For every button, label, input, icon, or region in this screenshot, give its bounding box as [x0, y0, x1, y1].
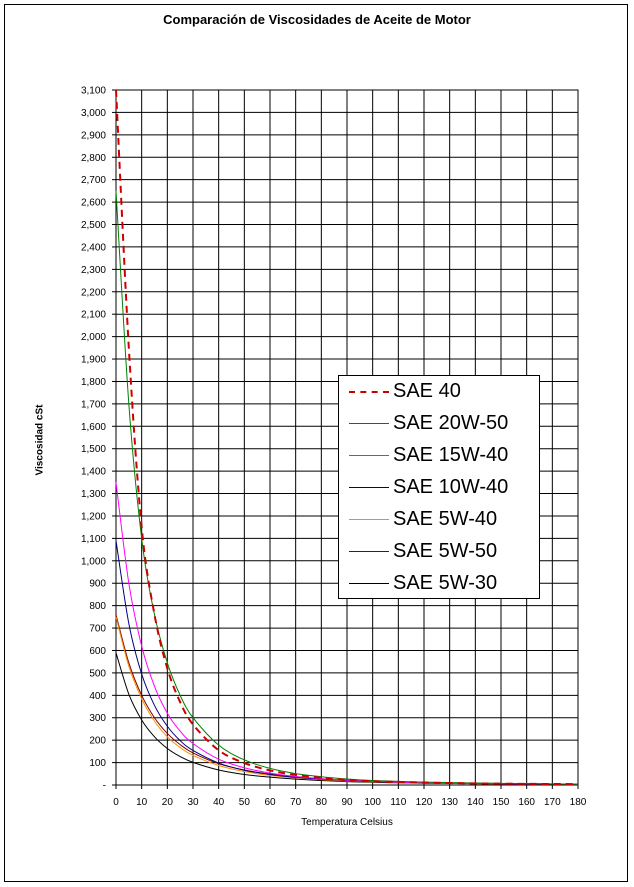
x-tick-label: 120: [416, 797, 433, 808]
legend: SAE 40 SAE 20W-50 SAE 15W-40 SAE 10W-40 SAE …: [338, 375, 540, 599]
y-tick-label: 600: [89, 646, 106, 657]
series-line-sae-40: [115, 89, 579, 786]
y-tick-label: 100: [89, 758, 106, 769]
x-tick-label: 150: [493, 797, 510, 808]
legend-swatch: [349, 487, 389, 488]
legend-label: SAE 5W-30: [393, 572, 498, 594]
y-tick-label: 2,400: [81, 242, 106, 253]
y-tick-label: 2,600: [81, 198, 106, 209]
y-tick-label: 1,200: [81, 511, 106, 522]
y-tick-label: 1,000: [81, 556, 106, 567]
x-tick-label: 110: [390, 797, 406, 808]
x-tick-label: 40: [213, 797, 225, 808]
x-axis-label: Temperatura Celsius: [301, 817, 393, 828]
y-tick-label: 2,100: [81, 310, 106, 321]
x-tick-label: 0: [113, 797, 119, 808]
x-tick-label: 90: [341, 797, 353, 808]
x-tick-label: 180: [570, 797, 587, 808]
y-tick-label: 1,600: [81, 422, 106, 433]
legend-swatch: [349, 455, 389, 456]
y-tick-label: 800: [89, 601, 106, 612]
legend-swatch: [349, 583, 389, 584]
legend-swatch: [349, 423, 389, 424]
legend-item-sae-20w-50: SAE 20W-50: [339, 408, 539, 440]
x-tick-label: 140: [467, 797, 484, 808]
y-tick-label: 2,700: [81, 175, 106, 186]
y-tick-labels: - 100 200 300 400 500 600 700 800 900 1,000 1,100 1,…: [81, 86, 106, 792]
legend-item-sae-5w-50: SAE 5W-50: [339, 536, 539, 568]
y-tick-label: 1,300: [81, 489, 106, 500]
y-tick-label: 500: [89, 668, 106, 679]
x-tick-label: 30: [187, 797, 199, 808]
legend-swatch: [349, 551, 389, 552]
y-tick-label: 3,100: [81, 86, 106, 97]
x-tick-label: 160: [518, 797, 535, 808]
y-tick-label: 2,800: [81, 153, 106, 164]
legend-label: SAE 40: [393, 380, 461, 402]
y-tick-label: 900: [89, 579, 106, 590]
x-tick-label: 130: [441, 797, 458, 808]
legend-swatch: [349, 391, 389, 393]
x-tick-label: 100: [364, 797, 381, 808]
legend-item-sae-15w-40: SAE 15W-40: [339, 440, 539, 472]
legend-label: SAE 5W-50: [393, 540, 498, 562]
y-tick-label: 1,800: [81, 377, 106, 388]
legend-item-sae-5w-40: SAE 5W-40: [339, 504, 539, 536]
legend-item-sae-5w-30: SAE 5W-30: [339, 568, 539, 600]
series-lines: [115, 89, 579, 786]
x-tick-label: 170: [544, 797, 561, 808]
chart-title: Comparación de Viscosidades de Aceite de…: [163, 12, 471, 27]
x-tick-label: 60: [264, 797, 276, 808]
y-tick-label: 700: [89, 624, 106, 635]
legend-item-sae-10w-40: SAE 10W-40: [339, 472, 539, 504]
y-tick-label: 1,500: [81, 444, 106, 455]
legend-label: SAE 5W-40: [393, 508, 498, 530]
y-tick-label: 3,000: [81, 108, 106, 119]
y-tick-label: 200: [89, 736, 106, 747]
y-tick-label: 300: [89, 713, 106, 724]
x-tick-label: 80: [316, 797, 328, 808]
y-tick-label: 1,700: [81, 399, 106, 410]
y-tick-label: -: [103, 781, 106, 792]
x-tick-labels: 0 10 20 30 40 50 60 70 80 90 100 110 120 130 140 150 160…: [113, 797, 587, 808]
y-tick-label: 2,900: [81, 130, 106, 141]
legend-label: SAE 20W-50: [393, 412, 509, 434]
legend-swatch: [349, 519, 389, 520]
y-tick-label: 2,000: [81, 332, 106, 343]
x-tick-label: 20: [162, 797, 174, 808]
y-tick-label: 1,900: [81, 355, 106, 366]
legend-label: SAE 10W-40: [393, 476, 509, 498]
legend-item-sae-40: SAE 40: [339, 376, 539, 408]
legend-label: SAE 15W-40: [393, 444, 509, 466]
x-tick-label: 70: [290, 797, 302, 808]
y-tick-label: 2,500: [81, 220, 106, 231]
y-tick-label: 2,200: [81, 287, 106, 298]
y-tick-label: 1,100: [81, 534, 106, 545]
y-tick-label: 1,400: [81, 467, 106, 478]
y-tick-label: 2,300: [81, 265, 106, 276]
y-tick-label: 400: [89, 691, 106, 702]
x-tick-label: 10: [136, 797, 148, 808]
x-tick-label: 50: [239, 797, 251, 808]
